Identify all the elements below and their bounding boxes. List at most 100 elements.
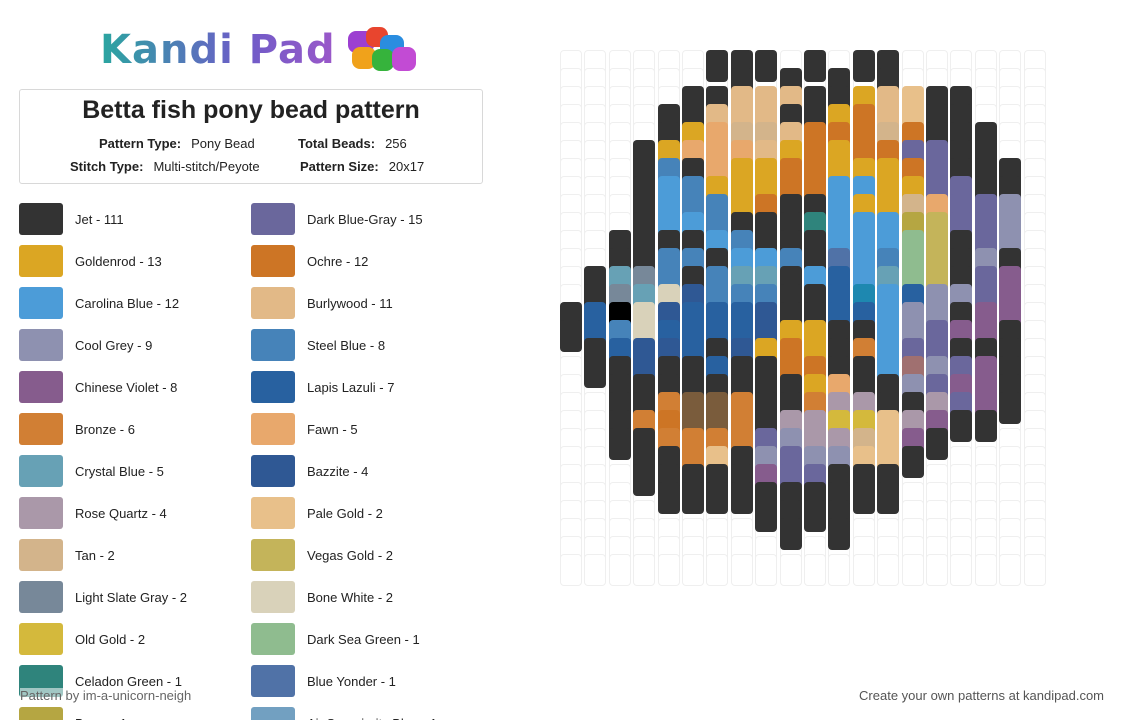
legend-label: Cool Grey - 9 [75, 337, 153, 353]
color-swatch [251, 455, 295, 487]
pattern-size-label: Pattern Size: [300, 159, 379, 174]
bead-pile-icon [344, 25, 420, 75]
empty-bead [633, 554, 655, 586]
legend-item: Dark Blue-Gray - 15 [251, 202, 481, 236]
total-beads-row: Total Beads: 256 [298, 136, 407, 151]
legend-item: Cool Grey - 9 [19, 328, 249, 362]
color-swatch [251, 371, 295, 403]
legend-label: Lapis Lazuli - 7 [307, 379, 395, 395]
bead [731, 482, 753, 514]
bead [609, 428, 631, 460]
bead [658, 482, 680, 514]
legend-item: Carolina Blue - 12 [19, 286, 249, 320]
pattern-type-value: Pony Bead [191, 136, 255, 151]
legend-item: Fawn - 5 [251, 412, 481, 446]
empty-bead [780, 554, 802, 586]
pattern-credit[interactable]: Pattern by im-a-unicorn-neigh [20, 688, 192, 703]
legend-label: Tan - 2 [75, 547, 115, 563]
bead-pattern-grid [560, 50, 1048, 634]
empty-bead [658, 554, 680, 586]
bead [975, 410, 997, 442]
bead [926, 428, 948, 460]
bead [999, 392, 1021, 424]
color-swatch [251, 329, 295, 361]
legend-label: Light Slate Gray - 2 [75, 589, 187, 605]
legend-label: Bronze - 6 [75, 421, 135, 437]
legend-label: Fawn - 5 [307, 421, 358, 437]
bead [950, 410, 972, 442]
legend-item: Blue Yonder - 1 [251, 664, 481, 698]
legend-label: Steel Blue - 8 [307, 337, 386, 353]
legend-label: Celadon Green - 1 [75, 673, 182, 689]
legend-item: Bazzite - 4 [251, 454, 481, 488]
color-swatch [19, 287, 63, 319]
legend-label: Vegas Gold - 2 [307, 547, 393, 563]
bead [828, 518, 850, 550]
legend-label: Bone White - 2 [307, 589, 393, 605]
empty-bead [999, 554, 1021, 586]
empty-bead [706, 554, 728, 586]
empty-bead [975, 554, 997, 586]
empty-bead [926, 554, 948, 586]
empty-bead [902, 554, 924, 586]
bead [755, 50, 777, 82]
stitch-type-value: Multi-stitch/Peyote [153, 159, 260, 174]
stitch-type-label: Stitch Type: [70, 159, 144, 174]
color-swatch [251, 623, 295, 655]
legend-item: Crystal Blue - 5 [19, 454, 249, 488]
legend-label: Rose Quartz - 4 [75, 505, 167, 521]
empty-bead [731, 554, 753, 586]
color-swatch [251, 245, 295, 277]
legend-item: Air Superiority Blue - 1 [251, 706, 481, 720]
bead [804, 50, 826, 82]
empty-bead [1024, 554, 1046, 586]
legend-item: Bone White - 2 [251, 580, 481, 614]
color-swatch [251, 413, 295, 445]
total-beads-value: 256 [385, 136, 407, 151]
bead [780, 518, 802, 550]
bead [633, 464, 655, 496]
pattern-type-row: Pattern Type: Pony Bead [99, 136, 255, 151]
pattern-title: Betta fish pony bead pattern [82, 96, 420, 124]
empty-bead [877, 554, 899, 586]
empty-bead [853, 554, 875, 586]
bead [877, 482, 899, 514]
legend-label: Pale Gold - 2 [307, 505, 383, 521]
legend-label: Brass - 1 [75, 716, 127, 720]
color-swatch [19, 497, 63, 529]
legend-item: Chinese Violet - 8 [19, 370, 249, 404]
color-swatch [251, 665, 295, 697]
empty-bead [755, 554, 777, 586]
bead [584, 356, 606, 388]
legend-label: Air Superiority Blue - 1 [307, 716, 437, 720]
legend-label: Crystal Blue - 5 [75, 463, 164, 479]
legend-label: Old Gold - 2 [75, 631, 146, 647]
color-swatch [251, 497, 295, 529]
color-swatch [19, 623, 63, 655]
color-swatch [19, 581, 63, 613]
legend-label: Carolina Blue - 12 [75, 295, 180, 311]
legend-item: Dark Sea Green - 1 [251, 622, 481, 656]
legend-label: Ochre - 12 [307, 253, 369, 269]
bead [902, 446, 924, 478]
kandi-pad-logo[interactable]: Kandi Pad [100, 22, 420, 78]
color-swatch [19, 707, 63, 720]
legend-item: Light Slate Gray - 2 [19, 580, 249, 614]
legend-item: Jet - 111 [19, 202, 249, 236]
total-beads-label: Total Beads: [298, 136, 376, 151]
color-swatch [251, 581, 295, 613]
empty-bead [609, 554, 631, 586]
bead [804, 500, 826, 532]
legend-item: Old Gold - 2 [19, 622, 249, 656]
legend-label: Chinese Violet - 8 [75, 379, 178, 395]
color-swatch [19, 329, 63, 361]
legend-item: Vegas Gold - 2 [251, 538, 481, 572]
legend-label: Dark Blue-Gray - 15 [307, 211, 423, 227]
create-patterns-link[interactable]: Create your own patterns at kandipad.com [859, 688, 1104, 703]
color-swatch [19, 371, 63, 403]
stitch-type-row: Stitch Type: Multi-stitch/Peyote [70, 159, 260, 174]
logo-text: Kandi Pad [100, 27, 336, 73]
bead [755, 500, 777, 532]
empty-bead [804, 554, 826, 586]
legend-item: Lapis Lazuli - 7 [251, 370, 481, 404]
